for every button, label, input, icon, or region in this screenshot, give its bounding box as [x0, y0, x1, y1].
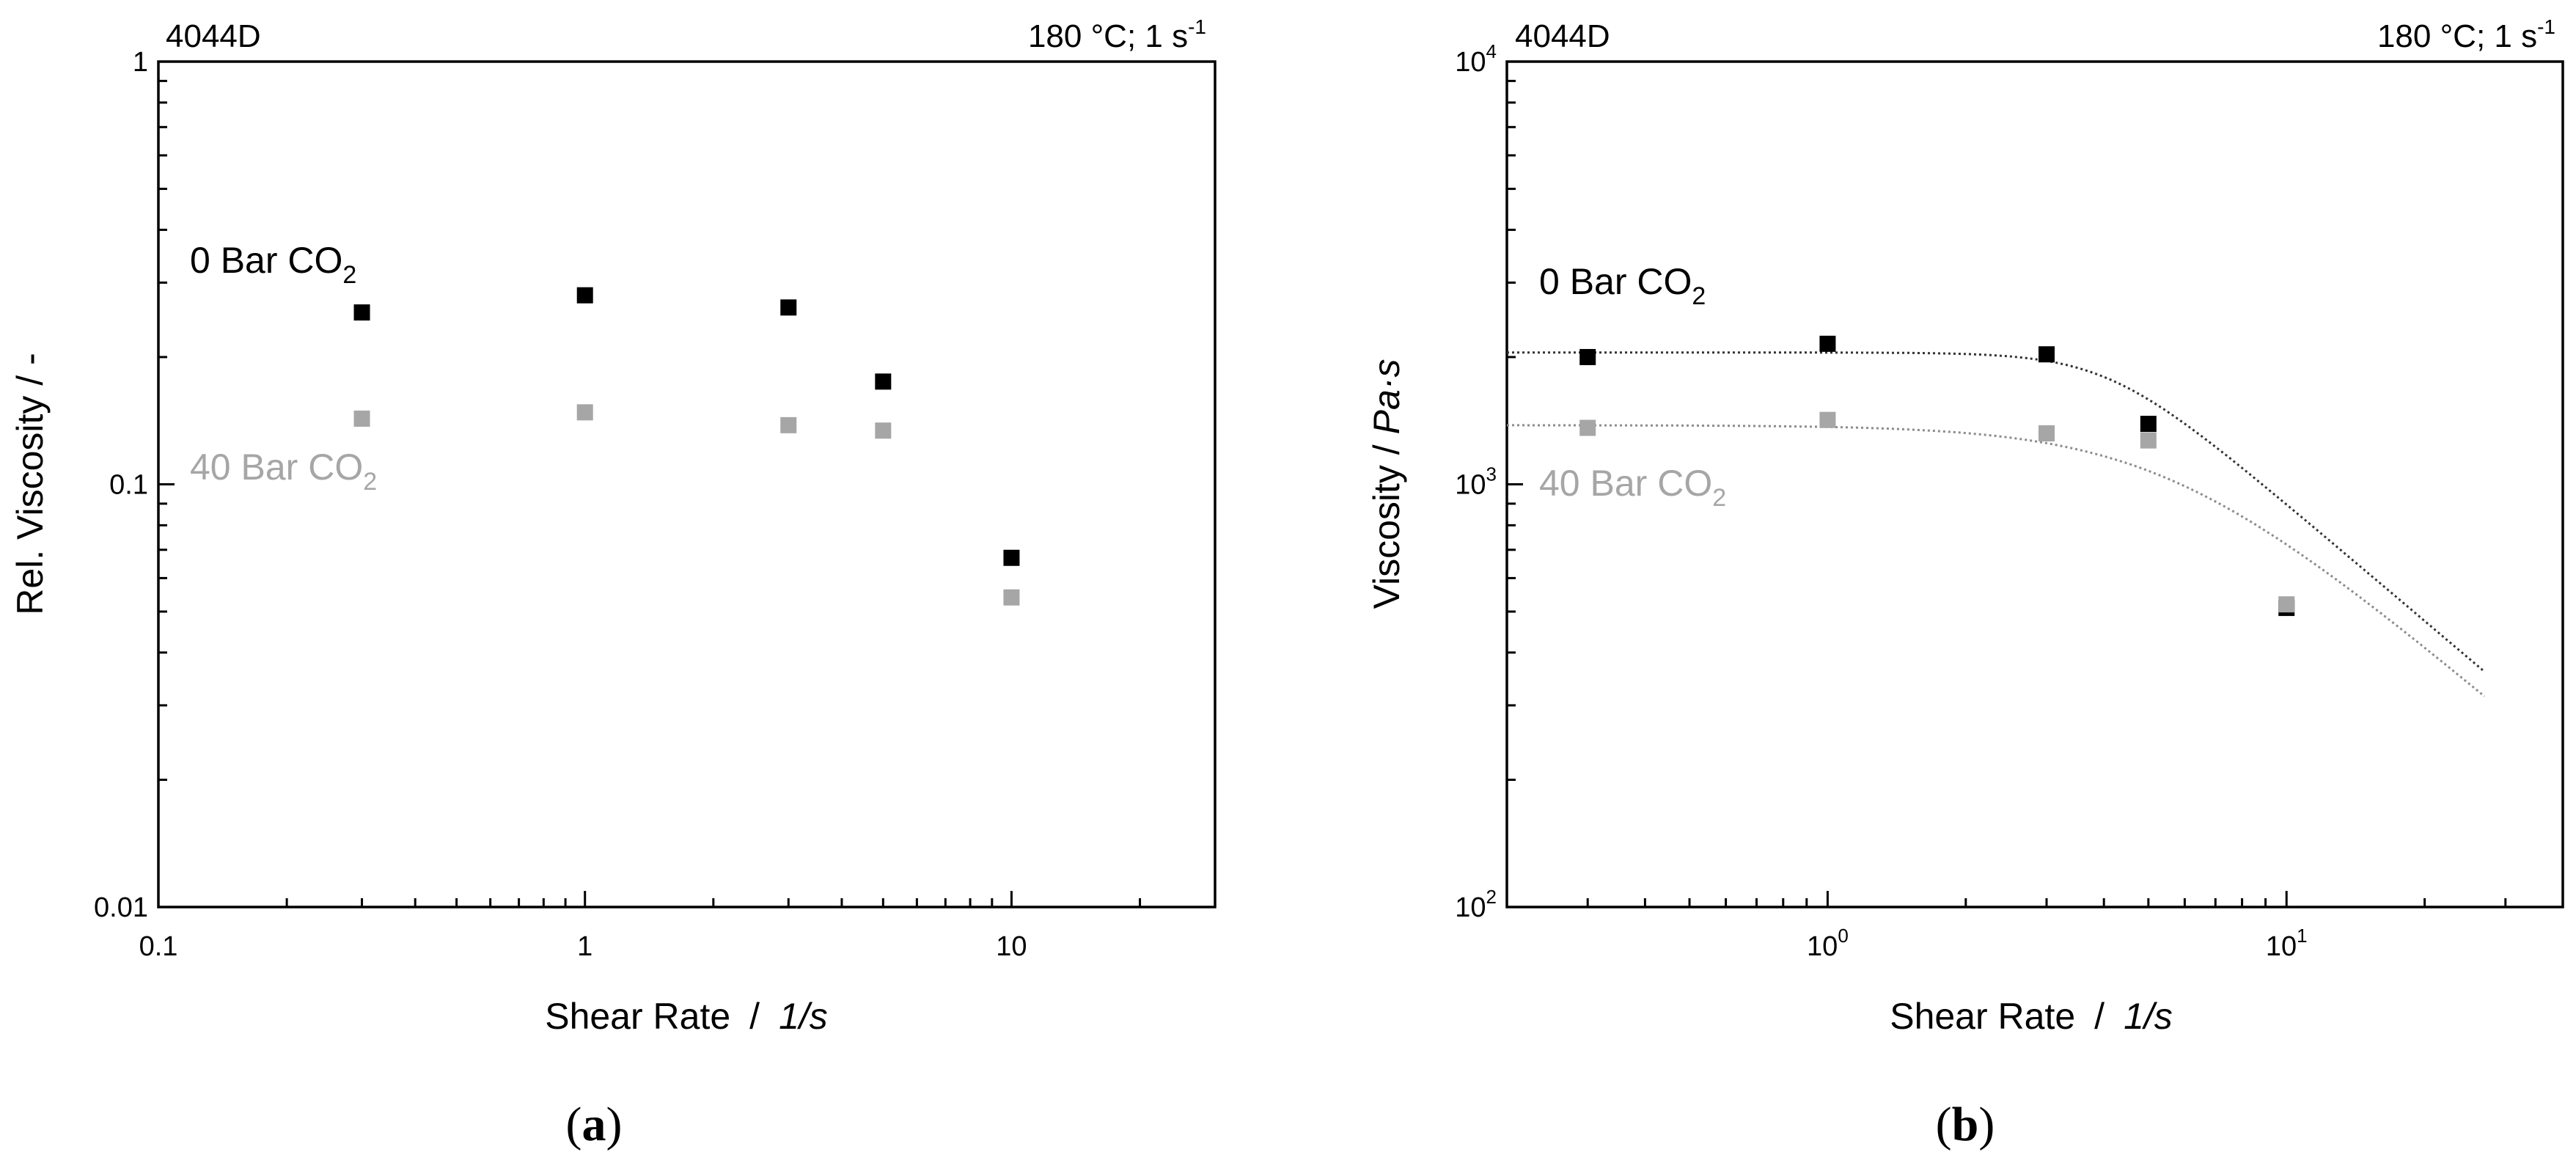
y-tick-label: 104 [1455, 40, 1497, 78]
x-axis-label-b: Shear Rate/1/s [1890, 996, 2173, 1037]
data-point-40bar [780, 416, 797, 433]
y-axis-label-a: Rel. Viscosity / - [10, 353, 51, 615]
x-tick-label: 10 [996, 931, 1027, 962]
data-point-40bar [1819, 411, 1836, 428]
series-label-a-0bar: 0 Bar CO2 [190, 240, 356, 289]
data-point-0bar [2039, 346, 2055, 363]
y-tick-label: 102 [1455, 886, 1497, 923]
y-axis-label-b: Viscosity /Pa·s [1366, 359, 1407, 609]
title-right-a: 180 °C; 1 s-1 [1028, 15, 1206, 54]
ticks-a: 0.1 1 10 0.01 0.1 1 [94, 47, 1217, 962]
chart-a: 4044D 180 °C; 1 s-1 0.1 1 10 0.01 0.1 1 Shear… [10, 15, 1217, 1151]
data-point-40bar [576, 404, 593, 421]
data-point-40bar [353, 410, 370, 427]
series-label-b-40bar: 40 Bar CO2 [1539, 463, 1726, 512]
data-point-0bar [1003, 549, 1020, 566]
fit-curve-40bar [1507, 424, 2486, 697]
caption-a: (a) [566, 1098, 623, 1151]
series-label-b-0bar: 0 Bar CO2 [1539, 261, 1706, 310]
chart-b: 4044D 180 °C; 1 s-1 100 101 102 103 104 Shea… [1366, 15, 2564, 1151]
title-right-b: 180 °C; 1 s-1 [2377, 15, 2555, 54]
data-point-0bar [2140, 416, 2157, 433]
points-a [353, 287, 1020, 606]
data-point-40bar [2039, 425, 2055, 441]
data-point-0bar [1579, 348, 1596, 365]
fit-curves-b [1507, 351, 2486, 697]
x-axis-label-a: Shear Rate/1/s [545, 996, 828, 1037]
fit-curve-0bar [1507, 351, 2486, 673]
data-point-0bar [353, 304, 370, 321]
caption-b: (b) [1936, 1098, 1995, 1151]
data-point-0bar [1819, 335, 1836, 352]
data-point-0bar [576, 287, 593, 304]
title-left-a: 4044D [166, 18, 261, 54]
x-tick-label: 101 [2266, 925, 2308, 962]
data-point-40bar [2278, 596, 2295, 613]
ticks-b: 100 101 102 103 104 [1455, 40, 2564, 962]
y-tick-label: 0.1 [109, 470, 148, 501]
points-b [1579, 335, 2295, 617]
y-tick-label: 103 [1455, 463, 1497, 501]
x-tick-label: 100 [1807, 925, 1849, 962]
data-point-0bar [875, 373, 892, 390]
title-left-b: 4044D [1515, 18, 1610, 54]
data-point-40bar [2140, 432, 2157, 449]
y-tick-label: 0.01 [94, 892, 148, 923]
data-point-40bar [875, 422, 892, 439]
data-point-40bar [1579, 419, 1596, 436]
y-tick-label: 1 [133, 47, 148, 78]
data-point-40bar [1003, 589, 1020, 606]
x-tick-label: 1 [577, 931, 592, 962]
data-point-0bar [780, 299, 797, 316]
series-label-a-40bar: 40 Bar CO2 [190, 447, 377, 496]
x-tick-label: 0.1 [139, 931, 178, 962]
